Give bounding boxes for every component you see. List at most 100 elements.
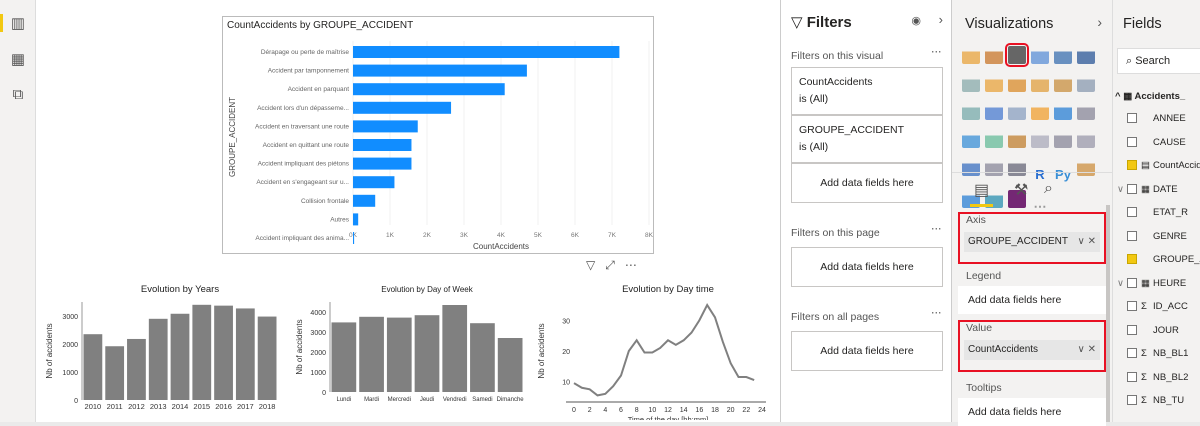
x-tick-label: 5K xyxy=(534,232,543,239)
stacked-area-visual-icon[interactable] xyxy=(1008,74,1026,92)
waterfall-visual-icon[interactable] xyxy=(962,102,980,120)
data-view-icon[interactable]: ▦ xyxy=(10,51,26,68)
line-visual-icon[interactable] xyxy=(962,74,980,92)
y-category-label: Accident en s'engageant sur u... xyxy=(256,179,349,186)
field-item[interactable]: Σ NB_TU xyxy=(1113,392,1184,410)
field-item[interactable]: ETAT_R xyxy=(1113,204,1188,222)
filter-card-groupe-accident[interactable]: GROUPE_ACCIDENT is (All) xyxy=(791,115,943,163)
stacked-bar-visual-icon[interactable] xyxy=(962,46,980,64)
table-accidents[interactable]: ^ ▦ Accidents_ xyxy=(1115,88,1185,106)
map-visual-icon[interactable] xyxy=(962,130,980,148)
add-page-filter-field[interactable]: Add data fields here xyxy=(791,247,943,287)
field-item[interactable]: ∨ ▦ DATE xyxy=(1113,181,1178,199)
stacked-column-visual-icon[interactable] xyxy=(985,46,1003,64)
bar xyxy=(148,318,168,400)
value-field-pill[interactable]: CountAccidents ∨ ✕ xyxy=(964,340,1100,360)
field-checkbox[interactable] xyxy=(1127,301,1137,312)
expand-chevron-icon[interactable]: ∨ xyxy=(1117,277,1124,289)
field-checkbox[interactable] xyxy=(1127,324,1137,335)
field-item[interactable]: JOUR xyxy=(1113,322,1179,340)
ribbon-visual-icon[interactable] xyxy=(1077,74,1095,92)
analytics-tab-icon[interactable]: ⌕ xyxy=(1044,180,1053,197)
field-checkbox[interactable] xyxy=(1127,348,1137,359)
expand-chevron-icon[interactable]: ∨ xyxy=(1117,183,1124,195)
table-visual-icon[interactable] xyxy=(985,158,1003,176)
line-column-visual-icon[interactable] xyxy=(1031,74,1049,92)
field-checkbox[interactable] xyxy=(1127,183,1137,194)
more-options-icon[interactable]: ⋯ xyxy=(931,223,942,235)
fields-title: Fields xyxy=(1123,16,1162,32)
field-item[interactable]: GROUPE_ACCIDENT xyxy=(1113,251,1200,269)
focus-mode-icon[interactable]: ⤢ xyxy=(605,258,625,272)
legend-add-field[interactable]: Add data fields here xyxy=(958,286,1106,314)
clustered-bar-visual-icon[interactable] xyxy=(1005,43,1029,67)
main-bar-chart: 0K1K2K3K4K5K6K7K8KDérapage ou perte de m… xyxy=(228,41,653,251)
key-influencers-visual-icon[interactable] xyxy=(1077,158,1095,176)
field-item[interactable]: ▤CountAccidents xyxy=(1113,157,1200,175)
add-visual-filter-field[interactable]: Add data fields here xyxy=(791,163,943,203)
tooltips-add-field[interactable]: Add data fields here xyxy=(958,398,1106,426)
funnel-visual-icon[interactable] xyxy=(985,102,1003,120)
axis-field-pill[interactable]: GROUPE_ACCIDENT ∨ ✕ xyxy=(964,232,1100,252)
donut-visual-icon[interactable] xyxy=(1054,102,1072,120)
gauge-visual-icon[interactable] xyxy=(1008,130,1026,148)
treemap-visual-icon[interactable] xyxy=(1077,102,1095,120)
add-all-pages-filter-field[interactable]: Add data fields here xyxy=(791,331,943,371)
field-checkbox[interactable] xyxy=(1127,395,1137,406)
field-checkbox[interactable] xyxy=(1127,277,1137,288)
search-input[interactable]: ⌕ Search xyxy=(1117,48,1200,74)
field-checkbox[interactable] xyxy=(1127,207,1137,218)
filter-card-countaccidents[interactable]: CountAccidents is (All) xyxy=(791,67,943,115)
filter-icon[interactable]: ▽ xyxy=(586,258,606,272)
more-options-icon[interactable]: ⋯ xyxy=(931,46,942,58)
report-view-icon[interactable]: ▥ xyxy=(0,14,27,32)
more-options-icon[interactable]: ⋯ xyxy=(931,307,942,319)
remove-field-icon[interactable]: ∨ ✕ xyxy=(1077,344,1096,355)
field-checkbox[interactable] xyxy=(1127,371,1137,382)
slicer-visual-icon[interactable] xyxy=(962,158,980,176)
field-item[interactable]: CAUSE xyxy=(1113,134,1186,152)
field-item[interactable]: Σ NB_BL2 xyxy=(1113,369,1188,387)
format-tab-icon[interactable]: ⚒ xyxy=(1014,182,1029,199)
pie-visual-icon[interactable] xyxy=(1031,102,1049,120)
field-item[interactable]: Σ NB_BL1 xyxy=(1113,345,1188,363)
more-visual-icon[interactable]: ⋯ xyxy=(1033,199,1047,214)
main-chart-visual[interactable]: CountAccidents by GROUPE_ACCIDENT 0K1K2K… xyxy=(222,16,654,254)
field-checkbox[interactable] xyxy=(1127,113,1137,124)
collapse-chevron-icon[interactable]: › xyxy=(1097,14,1102,30)
area-visual-icon[interactable] xyxy=(985,74,1003,92)
100-column-visual-icon[interactable] xyxy=(1077,46,1095,64)
kpi-visual-icon[interactable] xyxy=(1077,130,1095,148)
field-checkbox[interactable] xyxy=(1127,160,1137,171)
decomposition-visual-icon[interactable] xyxy=(962,190,980,208)
field-item[interactable]: ANNEE xyxy=(1113,110,1186,128)
arcgis-visual-icon[interactable] xyxy=(985,190,1003,208)
filled-map-visual-icon[interactable] xyxy=(985,130,1003,148)
100-bar-visual-icon[interactable] xyxy=(1054,46,1072,64)
r-visual-visual-icon[interactable]: R xyxy=(1035,167,1045,182)
field-name: ETAT_R xyxy=(1153,207,1189,218)
scrollbar[interactable] xyxy=(1106,205,1110,422)
python-visual-visual-icon[interactable]: Py xyxy=(1055,167,1071,182)
x-tick-label: 2011 xyxy=(107,402,123,411)
fields-tab-icon[interactable]: ▤ xyxy=(970,180,994,207)
clustered-column-visual-icon[interactable] xyxy=(1031,46,1049,64)
matrix-visual-icon[interactable] xyxy=(1008,158,1026,176)
field-checkbox[interactable] xyxy=(1127,254,1137,265)
line-clustered-visual-icon[interactable] xyxy=(1054,74,1072,92)
field-item[interactable]: GENRE xyxy=(1113,228,1187,246)
scatter-visual-icon[interactable] xyxy=(1008,102,1026,120)
card-visual-icon[interactable] xyxy=(1031,130,1049,148)
field-checkbox[interactable] xyxy=(1127,136,1137,147)
collapse-chevron-icon[interactable]: › xyxy=(938,12,943,27)
model-view-icon[interactable]: ⧉ xyxy=(12,86,24,103)
field-item[interactable]: ∨ ▦ HEURE xyxy=(1113,275,1186,293)
power-apps-visual-icon[interactable] xyxy=(1008,190,1026,208)
more-options-icon[interactable]: ⋯ xyxy=(624,258,647,272)
remove-field-icon[interactable]: ∨ ✕ xyxy=(1077,236,1096,247)
multi-row-card-visual-icon[interactable] xyxy=(1054,130,1072,148)
field-item[interactable]: Σ ID_ACC xyxy=(1113,298,1188,316)
eye-icon[interactable]: ◉ xyxy=(911,15,921,27)
field-checkbox[interactable] xyxy=(1127,230,1137,241)
field-name: NB_TU xyxy=(1153,395,1185,406)
